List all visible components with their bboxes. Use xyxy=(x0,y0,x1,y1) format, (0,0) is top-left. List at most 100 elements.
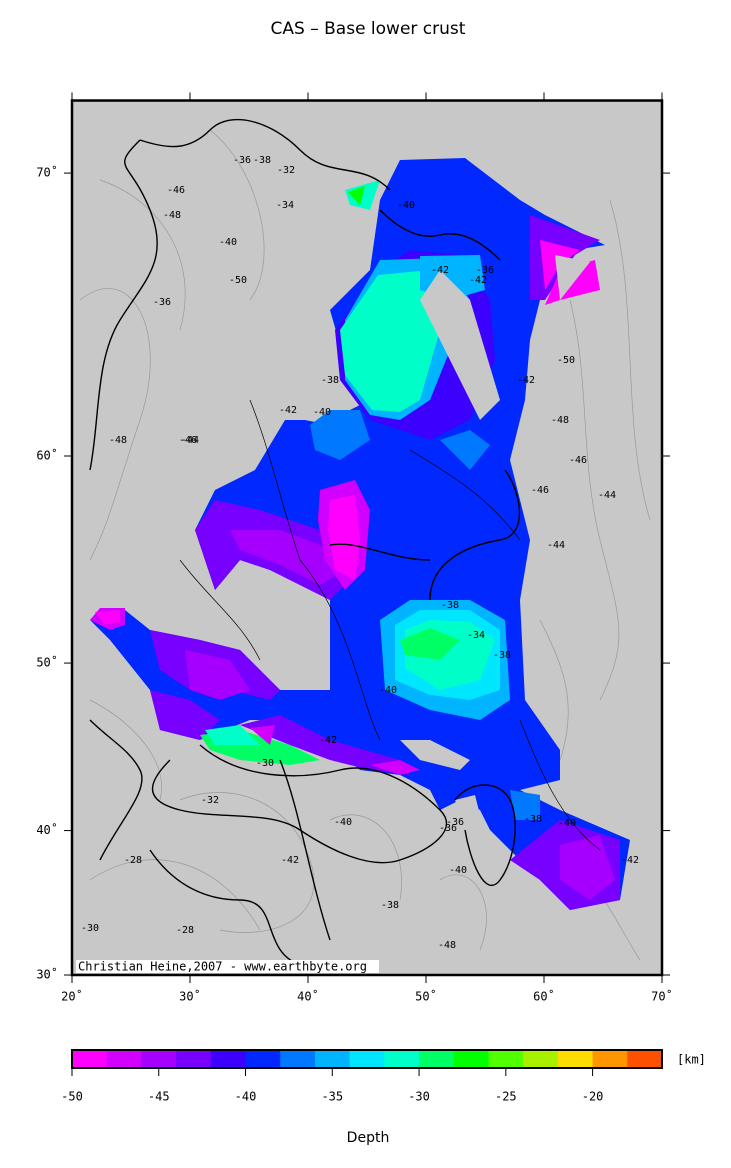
x-tick-label: 60˚ xyxy=(533,989,555,1004)
y-tick-label: 60˚ xyxy=(36,447,58,462)
colorbar-swatch xyxy=(384,1050,420,1068)
crust-region xyxy=(310,410,370,460)
contour-line xyxy=(329,814,402,901)
colorbar-swatch xyxy=(314,1050,351,1068)
contour-label: -36 xyxy=(153,297,171,308)
contour-label: -44 xyxy=(598,490,616,501)
colorbar-swatch xyxy=(280,1050,316,1068)
x-tick-label: 30˚ xyxy=(179,989,201,1004)
contour-label: -28 xyxy=(124,855,142,866)
contour-label: -38 xyxy=(524,814,542,825)
contour-label: -32 xyxy=(277,165,295,176)
credit: Christian Heine,2007 - www.earthbyte.org xyxy=(78,960,367,974)
contour-label: -38 xyxy=(253,155,271,166)
contour-line xyxy=(99,179,186,331)
contour-label: -42 xyxy=(469,275,487,286)
contour-label: -48 xyxy=(109,435,127,446)
coastline xyxy=(454,784,516,887)
crust-region xyxy=(230,530,345,585)
crust-region xyxy=(440,430,490,470)
contour-label: -34 xyxy=(276,200,294,211)
crust-region xyxy=(510,790,540,820)
border xyxy=(249,399,301,561)
colorbar-swatch xyxy=(106,1050,142,1068)
contour-label: -44 xyxy=(547,540,565,551)
contour-label: -42 xyxy=(279,405,297,416)
contour-label: -40 xyxy=(449,865,467,876)
colorbar-swatch xyxy=(523,1050,559,1068)
border xyxy=(179,559,261,661)
contour-label: -36 xyxy=(439,823,457,834)
contour-label: -38 xyxy=(321,375,339,386)
no-data-gap xyxy=(400,740,470,770)
colorbar-swatch xyxy=(176,1050,212,1068)
border xyxy=(299,559,381,741)
contour-line xyxy=(89,859,261,931)
contour-label: -42 xyxy=(319,735,337,746)
colorbar-tick-label: -35 xyxy=(321,1090,343,1104)
coastline xyxy=(379,209,501,261)
crust-region xyxy=(250,725,275,745)
border xyxy=(519,719,601,851)
coastline xyxy=(89,719,143,861)
contour-label: -46 xyxy=(179,435,197,446)
crust-region xyxy=(370,760,420,775)
map: -36 -38-32-34-46-48-40-50-36-38-40-42-48-… xyxy=(70,99,664,977)
contour-label: -38 xyxy=(441,600,459,611)
map-frame xyxy=(70,99,664,977)
contour-label: -40 xyxy=(379,685,397,696)
crust-region xyxy=(185,650,250,700)
x-tick-label: 20˚ xyxy=(61,989,83,1004)
colorbar-tick-label: -40 xyxy=(235,1090,257,1104)
contour-label: -28 xyxy=(176,925,194,936)
coastline xyxy=(429,469,521,601)
coastline xyxy=(279,759,331,941)
contour-label: -34 xyxy=(467,630,485,641)
contour-label: -36 xyxy=(476,265,494,276)
contour-line xyxy=(89,699,162,801)
y-tick-label: 50˚ xyxy=(36,655,58,670)
colorbar-tick-label: -25 xyxy=(495,1090,517,1104)
coastline xyxy=(89,139,158,471)
contour-label: -40 xyxy=(313,407,331,418)
coastline xyxy=(329,543,431,561)
contour-label: -46 xyxy=(531,485,549,496)
y-tick-label: 40˚ xyxy=(36,822,58,837)
contour-line xyxy=(569,299,620,701)
x-tick-label: 70˚ xyxy=(651,989,673,1004)
x-tick-label: 50˚ xyxy=(415,989,437,1004)
crust-region xyxy=(150,690,220,740)
contour-line xyxy=(209,129,265,301)
contour-label: -30 xyxy=(81,923,99,934)
colorbar-unit: [km] xyxy=(677,1053,706,1067)
contour-label: -48 xyxy=(163,210,181,221)
contour-label: -40 xyxy=(558,818,576,829)
crust-region xyxy=(95,610,120,625)
contour-label: -50 xyxy=(557,355,575,366)
contour-label: -40 xyxy=(219,237,237,248)
colorbar-frame xyxy=(71,1049,663,1069)
contour-label: -50 xyxy=(229,275,247,286)
contour-label: -48 xyxy=(438,940,456,951)
contour-line xyxy=(179,792,315,933)
crust-region xyxy=(560,835,615,900)
y-tick-label: 30˚ xyxy=(36,967,58,982)
crust-region xyxy=(348,186,365,205)
colorbar-swatch xyxy=(592,1050,628,1068)
no-data-gap xyxy=(420,270,500,420)
credit-box xyxy=(76,960,379,973)
x-tick-label: 40˚ xyxy=(297,989,319,1004)
contour-label: -42 xyxy=(621,855,639,866)
title: CAS – Base lower crust xyxy=(271,19,466,39)
coastline xyxy=(149,849,301,966)
coastline xyxy=(139,118,391,191)
colorbar-tick-label: -30 xyxy=(408,1090,430,1104)
contour-label: -38 xyxy=(493,650,511,661)
no-data-gap xyxy=(455,795,480,815)
coastline xyxy=(151,744,448,864)
crust-region xyxy=(240,715,410,775)
contour-label: -42 xyxy=(281,855,299,866)
contour-label: -36 xyxy=(233,155,251,166)
colorbar-swatch xyxy=(488,1050,524,1068)
